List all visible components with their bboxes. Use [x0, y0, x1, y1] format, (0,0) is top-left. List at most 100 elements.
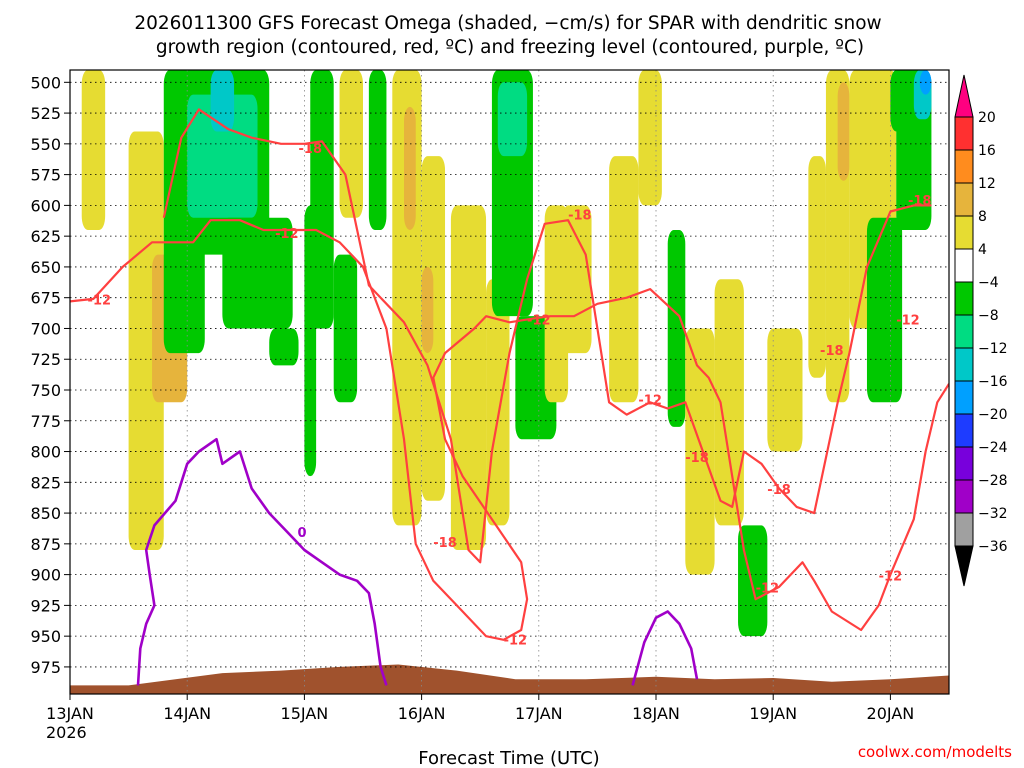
y-tick-label: 525 [30, 104, 61, 123]
y-tick-label: 650 [30, 258, 61, 277]
x-tick-label: 20JAN [867, 704, 915, 723]
omega-cell [638, 70, 662, 206]
y-tick-label: 500 [30, 73, 61, 92]
y-tick-label: 625 [30, 227, 61, 246]
colorbar-tick-label: −8 [978, 308, 999, 324]
chart-title-line-2: growth region (contoured, red, ºC) and f… [156, 37, 864, 58]
x-tick-label: 19JAN [749, 704, 797, 723]
colorbar-tick-label: −28 [978, 473, 1008, 489]
x-tick-label: 15JAN [281, 704, 329, 723]
omega-cell [81, 70, 106, 230]
y-axis: 500 525 550 575 600 625 650 675 700 725 750 775 800 8… [30, 73, 70, 677]
colorbar-segment [954, 281, 974, 316]
colorbar-segment [954, 347, 974, 382]
x-tick-label: 16JAN [398, 704, 446, 723]
y-tick-label: 700 [30, 319, 61, 338]
colorbar-tick-label: 20 [978, 110, 996, 126]
colorbar-tick-label: −32 [978, 506, 1008, 522]
freezing-level-contour [136, 437, 388, 686]
y-tick-label: 950 [30, 627, 61, 646]
omega-cell [562, 205, 592, 354]
colorbar-tick-label: −16 [978, 374, 1008, 390]
x-tick-label: 13JAN [46, 704, 94, 723]
dgz-contour-label: -18 [568, 209, 592, 224]
y-tick-label: 875 [30, 535, 61, 554]
omega-cell [128, 131, 164, 551]
dgz-contour-label: -12 [275, 227, 299, 242]
omega-cell [421, 266, 434, 354]
dgz-contour-label: -12 [879, 569, 903, 584]
omega-cell [304, 205, 317, 477]
y-tick-label: 825 [30, 473, 61, 492]
omega-cell [767, 328, 803, 452]
contour-layer: -18 -18 -18 -18 -18 -18 -18 -12 -12 -12 -12 -12 -12 -… [70, 108, 949, 686]
colorbar-tick-label: −36 [978, 539, 1008, 555]
colorbar-segment [954, 149, 974, 184]
colorbar-top-arrow [954, 74, 974, 118]
y-tick-label: 575 [30, 166, 61, 185]
dgz-contour-label: -18 [685, 451, 709, 466]
dgz-contour-label: -12 [756, 582, 780, 597]
y-tick-label: 675 [30, 289, 61, 308]
colorbar-segment [954, 248, 974, 283]
omega-cell [685, 328, 715, 575]
omega-cell [450, 205, 487, 550]
colorbar-tick-label: −12 [978, 341, 1008, 357]
omega-cell [667, 230, 686, 427]
x-axis-label: Forecast Time (UTC) [418, 748, 599, 768]
omega-cell [269, 328, 299, 366]
terrain-layer [70, 664, 949, 694]
y-tick-label: 775 [30, 412, 61, 431]
x-year-label: 2026 [46, 723, 87, 742]
x-tick-label: 17JAN [515, 704, 563, 723]
omega-cell [368, 70, 387, 230]
omega-cell [866, 217, 903, 403]
omega-cell [222, 217, 293, 329]
colorbar-tick-label: −20 [978, 407, 1008, 423]
colorbar-bottom-arrow [954, 545, 974, 587]
freezing-level-label: 0 [298, 526, 307, 541]
dgz-contour-label: -12 [527, 313, 551, 328]
omega-cell [808, 156, 826, 378]
credit-text: coolwx.com/modelts [858, 743, 1012, 761]
dgz-contour-label: -18 [820, 344, 844, 359]
dgz-contour-label: -12 [638, 393, 662, 408]
dgz-contour-label: -18 [908, 194, 932, 209]
omega-cell [187, 94, 258, 218]
omega-cell [714, 279, 744, 526]
y-tick-label: 800 [30, 443, 61, 462]
x-tick-label: 18JAN [632, 704, 680, 723]
chart-title-line-1: 2026011300 GFS Forecast Omega (shaded, −… [134, 13, 881, 34]
colorbar-segment [954, 314, 974, 349]
dgz-contour-label: -12 [896, 313, 920, 328]
omega-cell [404, 106, 416, 230]
dgz-contour-label: -18 [299, 142, 323, 157]
colorbar-segment [954, 182, 974, 217]
x-axis: 13JAN 14JAN 15JAN 16JAN 17JAN 18JAN 19JAN 20JAN [46, 694, 914, 723]
omega-cell [609, 156, 639, 403]
freezing-level-contour-2 [631, 610, 699, 686]
dgz-contour--18 [162, 108, 932, 564]
terrain-ground [70, 664, 949, 694]
y-tick-label: 600 [30, 196, 61, 215]
colorbar-segment [954, 512, 974, 547]
y-tick-label: 850 [30, 504, 61, 523]
colorbar-tick-label: −4 [978, 275, 999, 291]
plot-frame [69, 69, 950, 695]
omega-shading-layer [81, 70, 932, 637]
colorbar-segment [954, 479, 974, 514]
y-tick-label: 725 [30, 350, 61, 369]
colorbar-tick-label: −24 [978, 440, 1008, 456]
y-tick-label: 550 [30, 135, 61, 154]
colorbar-tick-label: 4 [978, 242, 987, 258]
dgz-contour-label: -18 [767, 483, 791, 498]
dgz-contour-label: -18 [433, 536, 457, 551]
dgz-contour--12 [70, 219, 949, 641]
colorbar-segment [954, 116, 974, 151]
dgz-contour-label: -12 [88, 294, 112, 309]
colorbar-segment [954, 446, 974, 481]
omega-cell [486, 279, 510, 526]
dgz-contour-label: -12 [504, 633, 528, 648]
x-tick-label: 14JAN [163, 704, 211, 723]
